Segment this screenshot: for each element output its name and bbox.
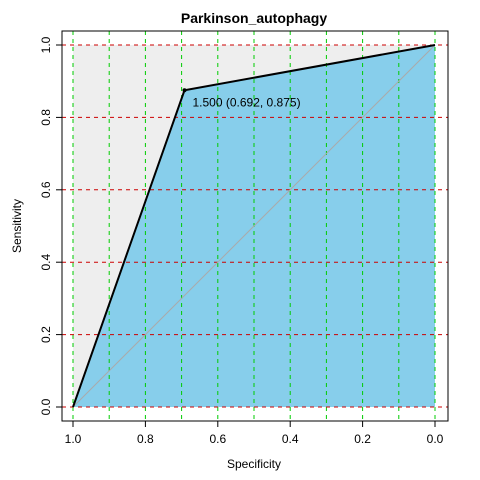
x-tick-label: 0.4 (282, 432, 299, 446)
y-tick-label: 0.2 (39, 326, 53, 343)
threshold-point (182, 88, 187, 93)
diagonal-line (72, 44, 436, 408)
x-axis-label: Specificity (227, 457, 281, 471)
x-tick-label: 0.2 (354, 432, 371, 446)
y-axis-label: Sensitivity (10, 199, 24, 253)
x-axis: 1.0 0.8 0.6 0.4 0.2 0.0 (65, 421, 444, 446)
plot-frame (61, 30, 449, 422)
y-tick-label: 1.0 (39, 36, 53, 53)
threshold-marker: 1.500 (0.692, 0.875) (182, 88, 301, 109)
y-tick-label: 0.6 (39, 181, 53, 198)
x-tick-label: 0.0 (427, 432, 444, 446)
y-gridlines (62, 44, 448, 408)
y-tick-label: 0.4 (39, 254, 53, 271)
x-tick-label: 0.8 (137, 432, 154, 446)
x-tick-label: 0.6 (209, 432, 226, 446)
y-tick-label: 0.8 (39, 109, 53, 126)
chart-title: Parkinson_autophagy (181, 10, 327, 26)
chance-diagonal (72, 44, 436, 408)
x-tick-label: 1.0 (65, 432, 82, 446)
y-axis: 0.0 0.2 0.4 0.6 0.8 1.0 (39, 36, 62, 415)
y-tick-label: 0.0 (39, 398, 53, 415)
threshold-label: 1.500 (0.692, 0.875) (192, 95, 300, 109)
